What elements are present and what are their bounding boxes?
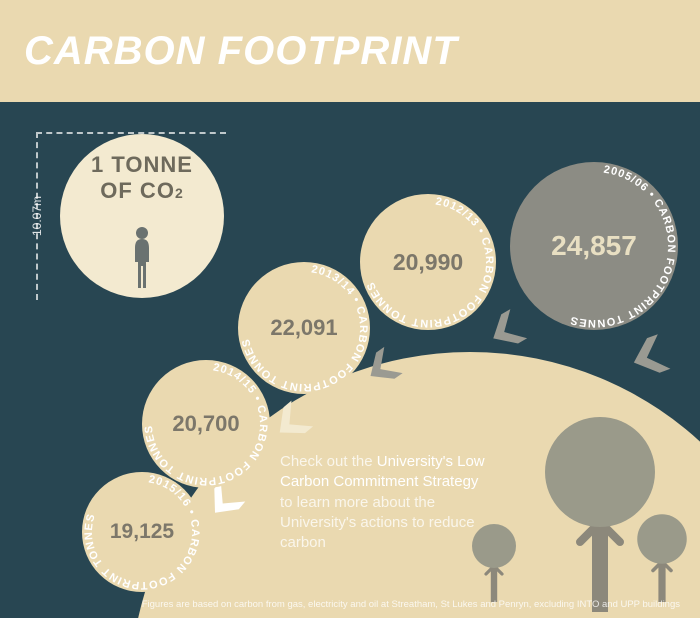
chevron-icon xyxy=(362,348,402,393)
data-circle-value: 20,700 xyxy=(172,411,239,437)
chevron-icon xyxy=(626,334,672,385)
scale-line2-subscript: 2 xyxy=(175,185,184,201)
chevron-icon xyxy=(270,402,312,449)
data-circle: 2012/13 • CARBON FOOTPRINT TONNES 20,990 xyxy=(360,194,496,330)
header-title: CARBON FOOTPRINT xyxy=(24,29,458,74)
cta-text: Check out the University's Low Carbon Co… xyxy=(280,452,495,553)
scale-height-label: 10.07m xyxy=(30,196,44,236)
header-band: CARBON FOOTPRINT xyxy=(0,0,700,102)
cta-part1: Check out the xyxy=(280,453,377,470)
cta-part3: to learn more about the University's act… xyxy=(280,494,475,552)
data-circle-value: 22,091 xyxy=(270,315,337,341)
chevron-icon xyxy=(204,482,244,527)
footnote: Figures are based on carbon from gas, el… xyxy=(142,599,680,610)
tree-icon xyxy=(635,512,689,607)
scale-line2-prefix: OF CO xyxy=(100,178,175,203)
data-circle: 2005/06 • CARBON FOOTPRINT TONNES 24,857 xyxy=(510,162,678,330)
data-circle: 2015/16 • CARBON FOOTPRINT TONNES 19,125 xyxy=(82,472,202,592)
chevron-icon xyxy=(485,310,527,357)
data-circle-value: 20,990 xyxy=(393,249,463,276)
infographic-canvas: CARBON FOOTPRINT 10.07m 1 TONNE OF CO2 xyxy=(0,0,700,618)
person-icon xyxy=(128,226,156,290)
data-circle: 2014/15 • CARBON FOOTPRINT TONNES 20,700 xyxy=(142,360,270,488)
scale-circle: 1 TONNE OF CO2 xyxy=(60,134,224,298)
scale-line2: OF CO2 xyxy=(100,178,183,204)
data-circle-value: 19,125 xyxy=(110,520,174,544)
body-area: 10.07m 1 TONNE OF CO2 xyxy=(0,102,700,618)
data-circle: 2013/14 • CARBON FOOTPRINT TONNES 22,091 xyxy=(238,262,370,394)
scale-line1: 1 TONNE xyxy=(91,152,193,178)
data-circle-value: 24,857 xyxy=(551,230,637,262)
